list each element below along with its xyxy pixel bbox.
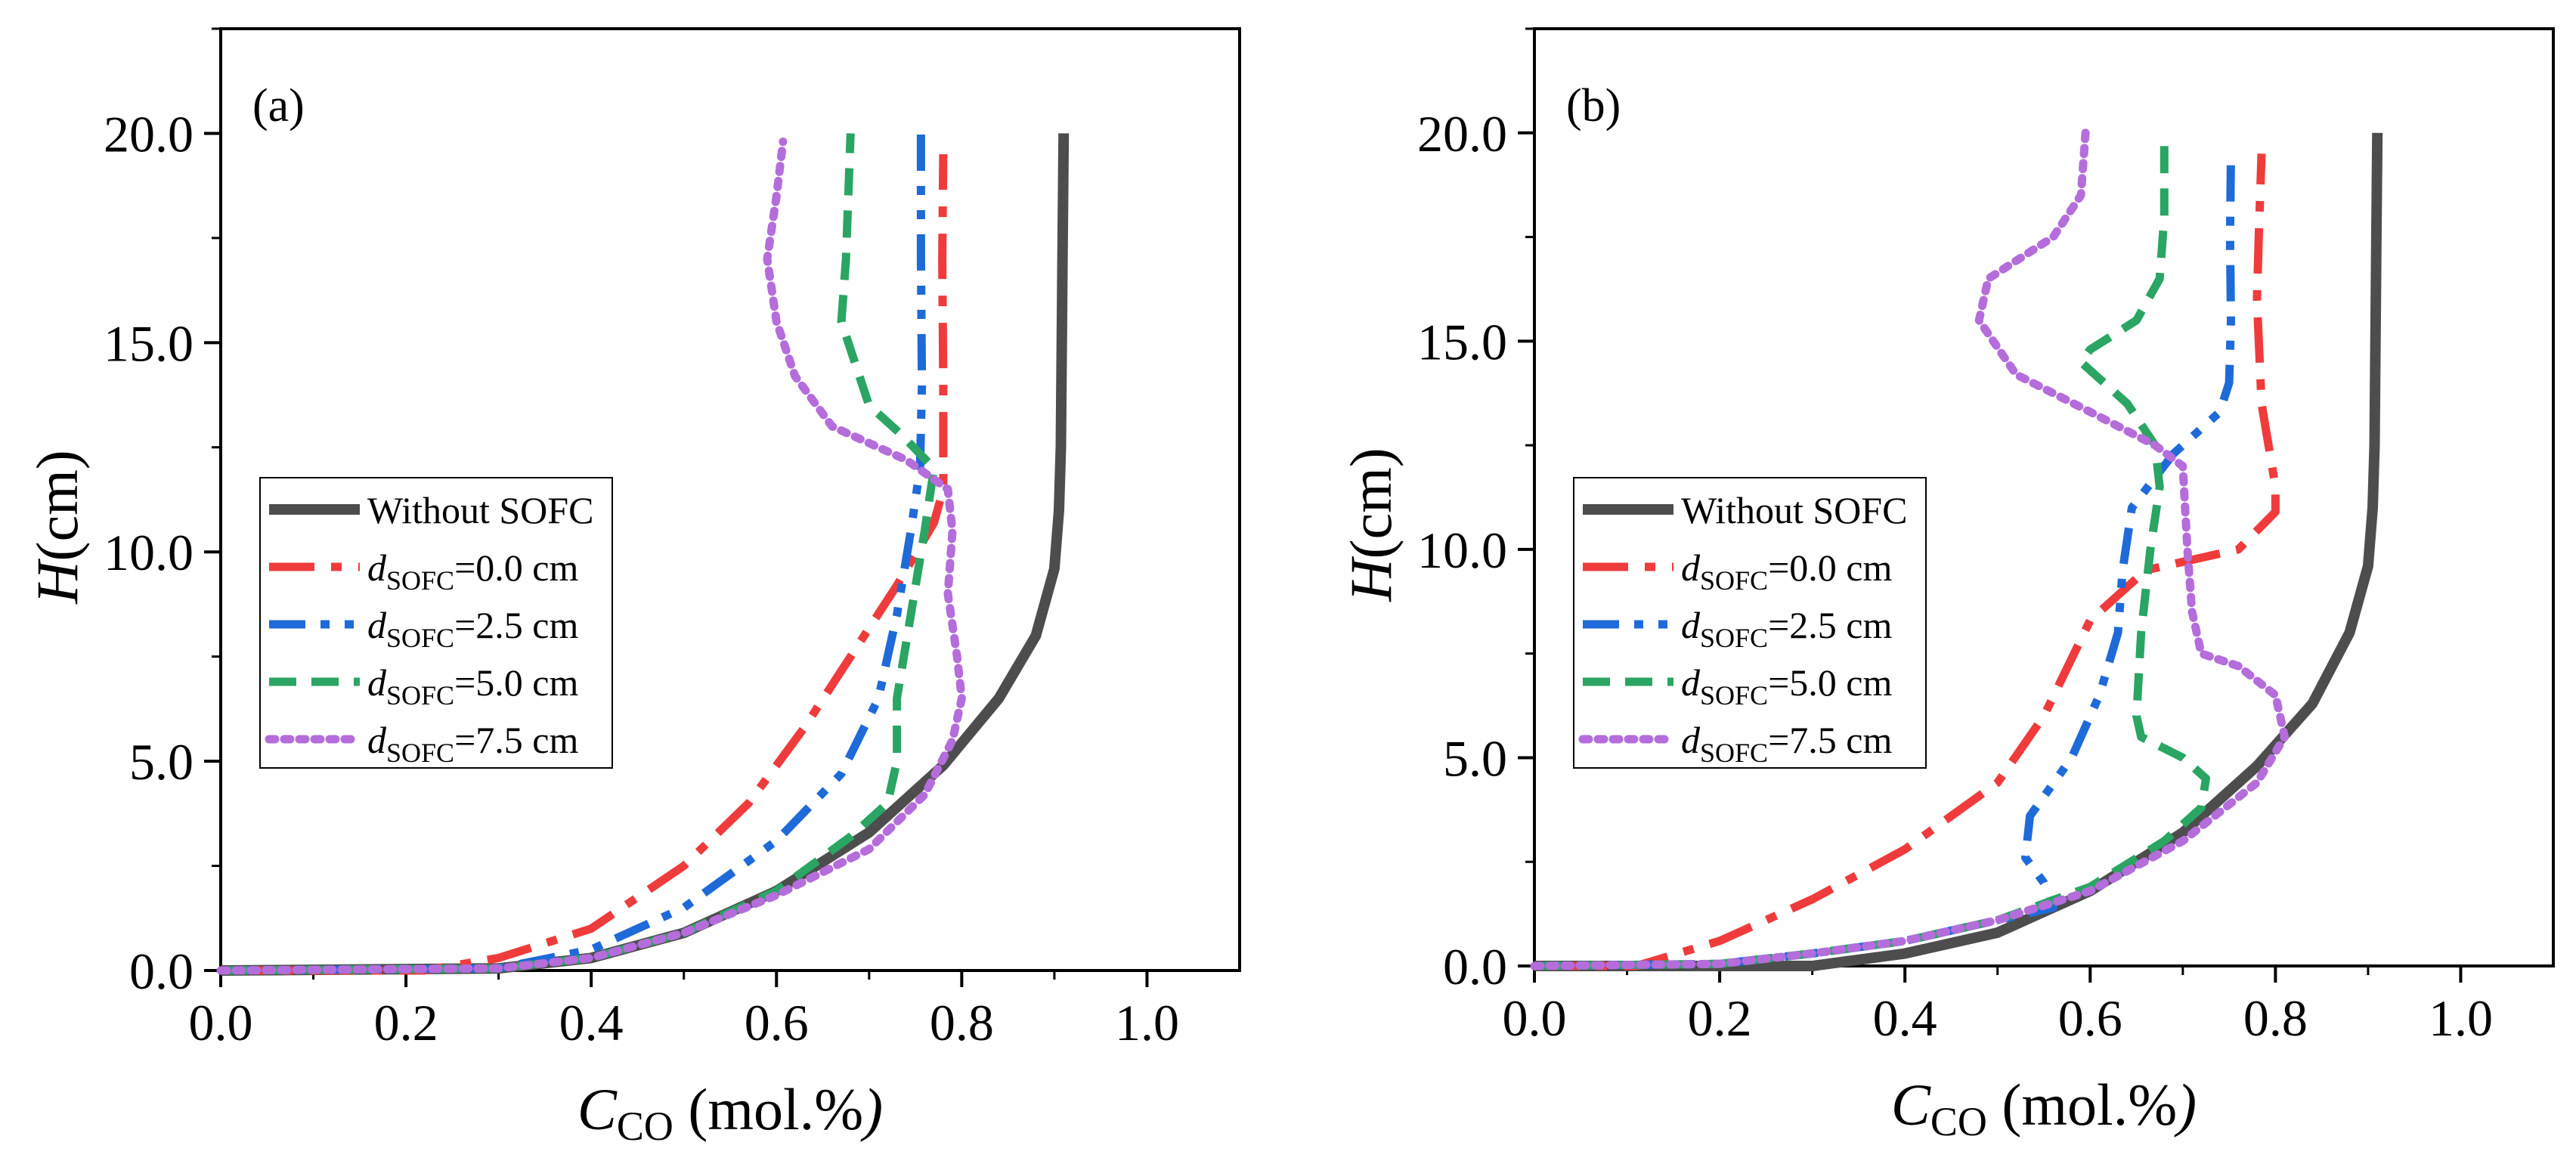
y-tick-label: 0.0 <box>129 943 194 1000</box>
y-tick-label: 5.0 <box>129 733 194 791</box>
x-tick-label: 0.8 <box>2243 989 2308 1047</box>
x-tick-label: 0.2 <box>1688 989 1752 1047</box>
x-tick-label: 0.2 <box>374 994 438 1051</box>
y-tick-label: 20.0 <box>104 105 194 163</box>
legend-label: dSOFC=0.0 cm <box>367 546 578 596</box>
x-tick-label: 0.8 <box>930 994 994 1051</box>
legend-label: dSOFC=2.5 cm <box>367 604 578 653</box>
legend-label: dSOFC=2.5 cm <box>1681 604 1892 653</box>
x-tick-label: 0.4 <box>559 994 624 1051</box>
chart-panel-a: 0.0 0.2 0.4 0.6 0.8 1.0 0.0 5.0 10.0 15.0 20.0 CCO … <box>24 27 1241 1149</box>
x-axis-label: CCO (mol.%) <box>1891 1072 2197 1144</box>
x-tick-label: 0.6 <box>745 994 809 1051</box>
x-tick-label: 0.4 <box>1873 989 1937 1047</box>
legend: Without SOFC dSOFC=0.0 cm dSOFC=2.5 cm dSOF… <box>259 477 613 769</box>
legend-box <box>1573 477 1927 769</box>
legend-label: Without SOFC <box>367 489 593 531</box>
legend-label: dSOFC=5.0 cm <box>1681 661 1892 710</box>
legend-label: Without SOFC <box>1681 489 1907 531</box>
y-tick-label: 15.0 <box>104 314 194 372</box>
y-tick-label: 20.0 <box>1417 105 1507 163</box>
legend-box <box>259 477 613 769</box>
series-line-1 <box>1534 153 2280 971</box>
series-line-1 <box>221 154 948 975</box>
series-line-0 <box>1534 132 2383 971</box>
series-line-4 <box>1530 128 2290 971</box>
x-tick-label: 1.0 <box>1115 994 1179 1051</box>
x-tick-label: 0.0 <box>189 994 253 1051</box>
legend-label: dSOFC=7.5 cm <box>1681 719 1892 768</box>
chart-panel-b: 0.0 0.2 0.4 0.6 0.8 1.0 0.0 5.0 10.0 15.0 20.0 CCO … <box>1338 27 2555 1144</box>
x-tick-label: 0.0 <box>1503 989 1567 1047</box>
y-tick-label: 5.0 <box>1443 729 1507 787</box>
legend-label: dSOFC=5.0 cm <box>367 661 578 710</box>
x-tick-label: 1.0 <box>2429 989 2493 1047</box>
y-axis-label: H(cm) <box>1338 447 1404 602</box>
x-axis-label: CCO (mol.%) <box>577 1076 883 1149</box>
y-tick-label: 10.0 <box>1417 522 1507 579</box>
panel-label: (a) <box>252 80 305 132</box>
panel-label: (b) <box>1566 80 1621 132</box>
x-tick-label: 0.6 <box>2058 989 2122 1047</box>
y-tick-label: 0.0 <box>1443 938 1507 995</box>
y-tick-label: 10.0 <box>104 524 194 581</box>
series-line-4 <box>216 138 966 975</box>
y-tick-label: 15.0 <box>1417 313 1507 370</box>
legend: Without SOFC dSOFC=0.0 cm dSOFC=2.5 cm dSOF… <box>1573 477 1927 769</box>
y-axis-label: H(cm) <box>24 450 90 605</box>
series-line-2 <box>1534 153 2235 971</box>
legend-label: dSOFC=7.5 cm <box>367 719 578 768</box>
plot-frame <box>219 27 1241 972</box>
plot-frame <box>1533 27 2555 967</box>
legend-label: dSOFC=0.0 cm <box>1681 546 1892 596</box>
